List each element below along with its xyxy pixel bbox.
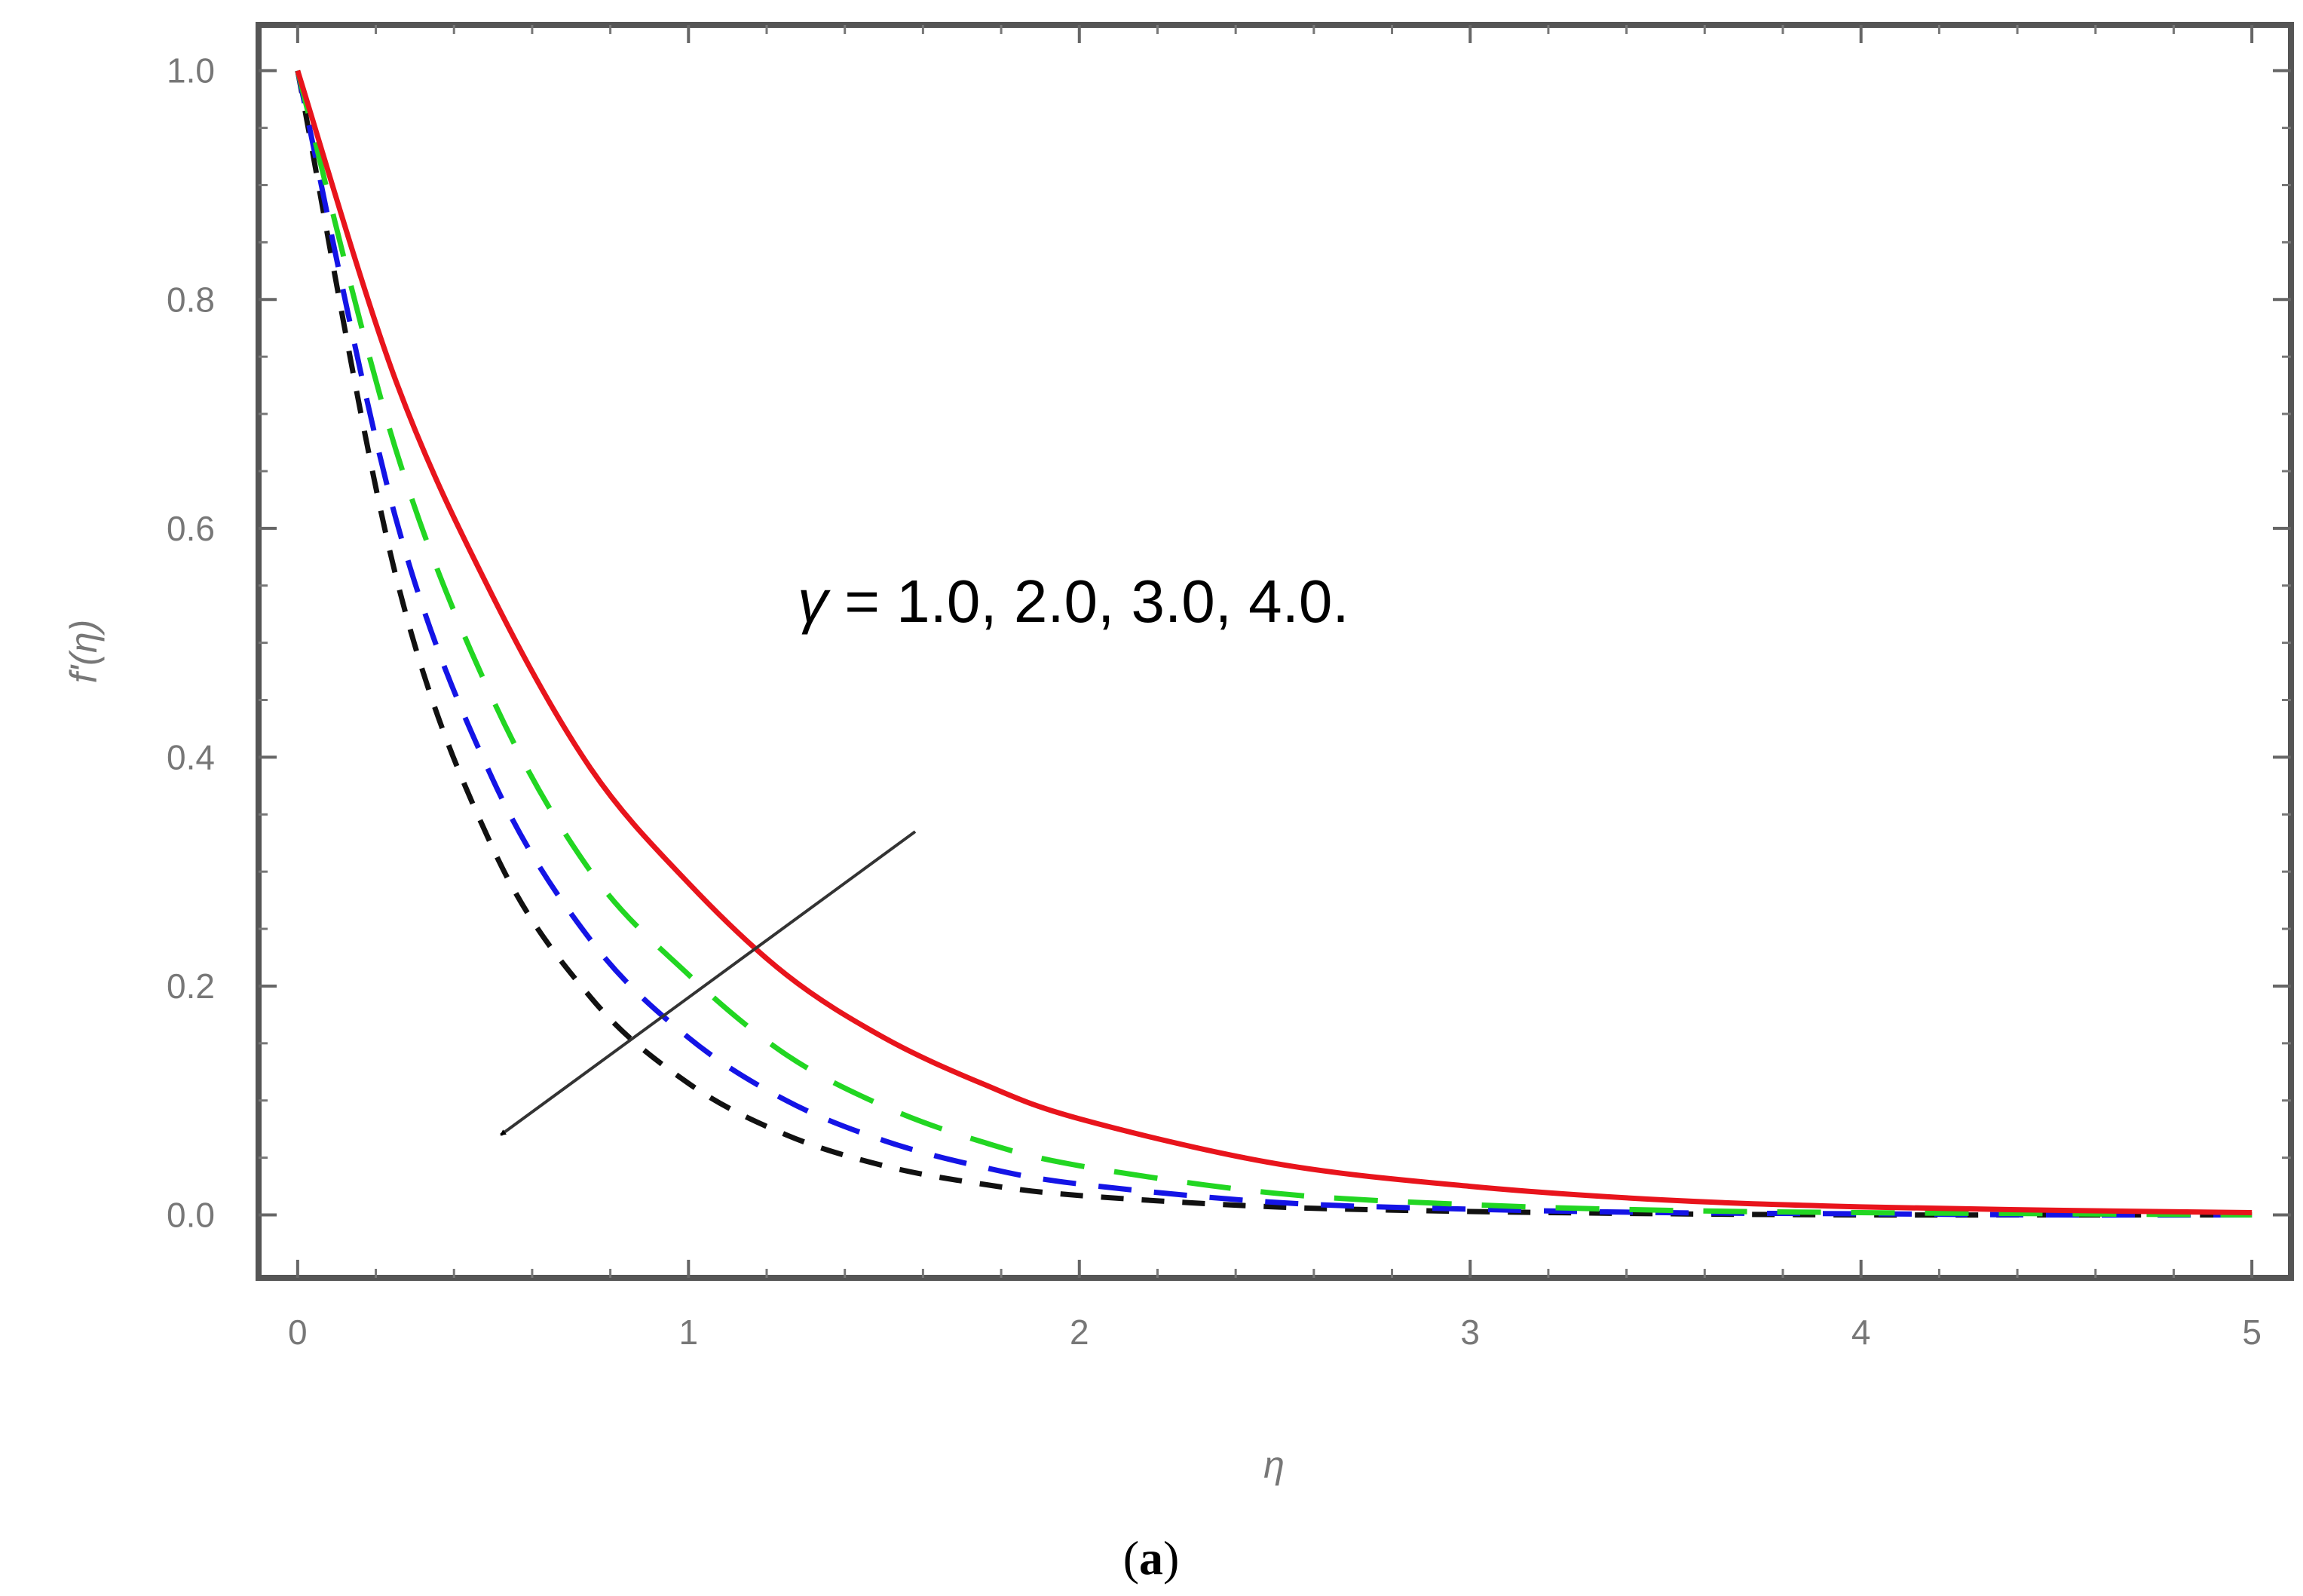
series-line-solid [295,69,2252,1215]
series-line-short-dash [295,70,2252,1218]
y-tick-label: 0.2 [167,966,215,1006]
gamma-annotation: γ = 1.0, 2.0, 3.0, 4.0. [798,568,1349,635]
caption-open: ( [1123,1531,1139,1585]
gamma-values: = 1.0, 2.0, 3.0, 4.0. [828,568,1349,635]
series-line-long-dash [295,69,2252,1218]
x-tick-label: 3 [1460,1313,1480,1352]
caption-close: ) [1163,1531,1179,1585]
trend-arrow [500,830,917,1136]
x-tick-label: 4 [1851,1313,1871,1352]
y-tick-label: 0.4 [167,737,215,777]
x-tick-label: 2 [1070,1313,1089,1352]
x-tick-label: 1 [679,1313,699,1352]
x-tick-label: 0 [288,1313,308,1352]
x-tick-label: 5 [2242,1313,2262,1352]
series-line-dash [295,69,2252,1218]
y-tick-label: 0.8 [167,280,215,319]
y-tick-label: 0.0 [167,1196,215,1235]
annotations: γ = 1.0, 2.0, 3.0, 4.0. [500,568,1349,1136]
caption-letter: a [1139,1531,1163,1585]
y-tick-label: 1.0 [167,51,215,90]
y-axis-label: f'(η) [63,620,105,684]
series-lines [295,69,2252,1218]
y-tick-label: 0.6 [167,509,215,548]
plot-frame [256,22,2294,1281]
x-axis-label: η [1263,1444,1285,1486]
figure-caption: (a) [1123,1531,1180,1585]
gamma-symbol: γ [798,568,831,635]
axis-ticks: 0 1 2 3 4 5 0.0 0.2 0.4 0.6 0.8 1.0 [167,25,2291,1352]
